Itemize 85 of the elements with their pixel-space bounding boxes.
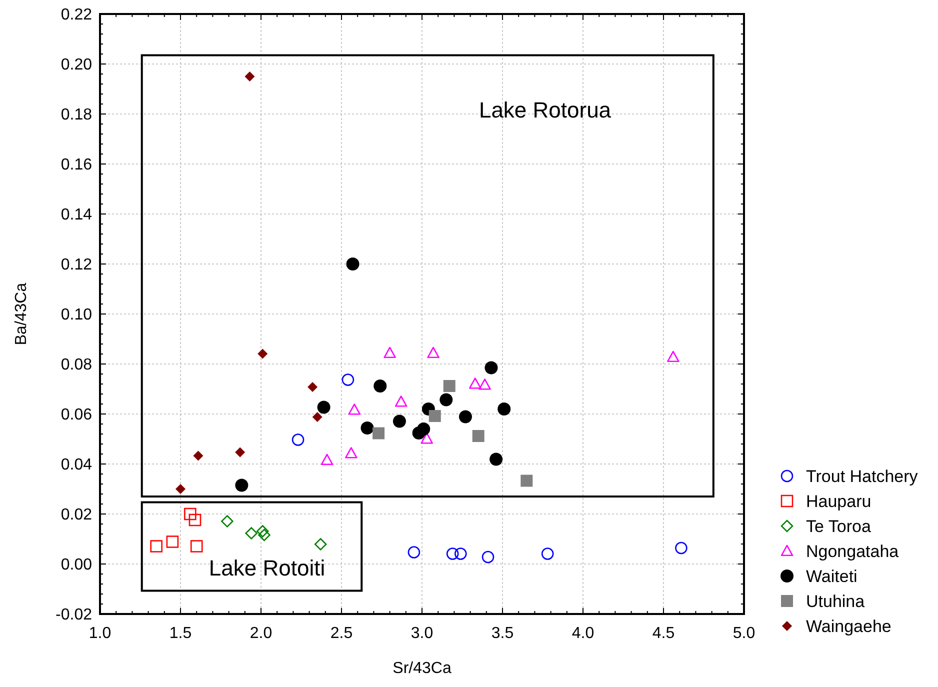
y-tick-label: 0.20 [60,56,92,74]
legend-label: Waingaehe [806,616,892,636]
x-tick-label: 4.5 [652,625,675,642]
point [446,548,459,560]
point [166,536,179,548]
y-tick-label: -0.02 [56,606,92,624]
point [258,528,270,542]
point [478,378,491,390]
point [346,258,360,270]
point [667,350,680,362]
point [427,346,440,358]
y-tick-label: 0.10 [60,306,92,324]
legend-label: Trout Hatchery [806,466,918,486]
point [372,427,385,440]
point [454,548,467,560]
point [520,474,533,487]
point [258,348,268,359]
point [468,378,482,389]
point [190,540,203,552]
point [458,410,472,424]
point [428,410,441,422]
point [314,538,327,550]
point [345,447,358,458]
point [394,396,408,407]
point [675,542,688,554]
point [235,478,248,492]
x-tick-label: 1.0 [88,625,112,642]
point [235,447,246,458]
point [541,548,554,560]
y-tick-label: 0.12 [60,256,92,274]
y-tick-label: 0.16 [60,156,92,174]
point [408,546,420,558]
x-axis-title: Sr/43Ca [392,660,452,677]
point [193,450,204,461]
point [292,434,304,446]
point [472,430,484,442]
point [317,400,330,414]
point [417,422,430,436]
x-tick-label: 3.5 [491,625,514,642]
point [374,380,387,392]
x-tick-label: 2.5 [330,625,353,642]
point [392,414,406,428]
y-tick-label: 0.14 [60,206,92,224]
point [348,404,361,415]
y-tick-label: 0.22 [60,6,92,24]
point [342,374,354,386]
point [150,540,162,552]
point [440,393,453,406]
legend-label: Utuhina [806,592,866,611]
point [184,508,196,520]
point [482,550,494,564]
x-tick-label: 3.0 [410,625,434,642]
legend-label: Ngongataha [806,542,900,561]
x-tick-label: 5.0 [732,625,756,642]
legend-label: Te Toroa [806,516,872,536]
point [320,454,334,466]
y-tick-label: 0.06 [60,406,92,424]
y-tick-label: 0.08 [60,356,92,374]
point [384,346,396,358]
point [498,402,511,416]
point [244,72,255,82]
y-tick-label: 0.18 [60,106,92,124]
point [308,382,318,392]
point [176,484,186,494]
point [443,380,456,392]
point [490,452,503,466]
point [484,361,498,374]
point [312,412,322,422]
point [221,515,234,528]
annotation: Lake Rotorua [478,98,612,123]
point [360,422,374,434]
annotation: Lake Rotoiti [208,556,326,581]
x-tick-label: 1.5 [169,625,192,642]
point [188,514,202,526]
legend-label: Waiteti [806,566,858,586]
point [245,527,258,540]
y-tick-label: 0.00 [60,556,92,574]
y-tick-label: 0.04 [60,456,92,474]
point [420,432,433,444]
x-tick-label: 2.0 [250,625,272,642]
y-axis-title: Ba/43Ca [13,282,30,346]
point [256,525,269,538]
legend-label: Hauparu [806,492,872,511]
y-tick-label: 0.02 [60,506,92,524]
x-tick-label: 4.0 [572,625,594,642]
